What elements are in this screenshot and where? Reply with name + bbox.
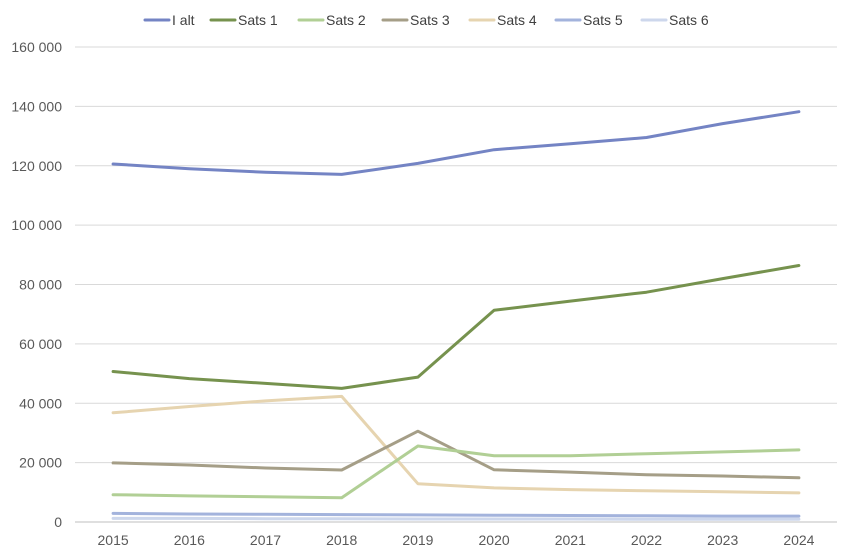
legend-item-sats-4: Sats 4 (468, 12, 537, 28)
series-line-sats-4 (111, 394, 801, 495)
x-tick-label: 2022 (631, 532, 662, 548)
y-tick-label: 80 000 (19, 277, 62, 293)
x-tick-label: 2021 (555, 532, 586, 548)
x-tick-label: 2019 (402, 532, 433, 548)
series-line-sats-1 (111, 264, 801, 390)
legend-item-sats-6: Sats 6 (640, 12, 709, 28)
series-lines (111, 110, 801, 521)
x-tick-label: 2024 (783, 532, 814, 548)
legend-label: Sats 6 (669, 12, 709, 28)
legend-item-sats-3: Sats 3 (381, 12, 450, 28)
y-tick-label: 120 000 (11, 158, 62, 174)
series-line-sats-2 (111, 444, 801, 500)
legend-label: Sats 1 (238, 12, 278, 28)
legend-label: Sats 2 (326, 12, 366, 28)
series-line-i-alt (111, 110, 801, 176)
series-line-sats-5 (111, 511, 801, 518)
y-tick-label: 100 000 (11, 217, 62, 233)
y-tick-label: 160 000 (11, 39, 62, 55)
legend-label: Sats 4 (497, 12, 537, 28)
y-tick-label: 0 (54, 514, 62, 530)
x-tick-label: 2016 (174, 532, 205, 548)
legend-label: I alt (172, 12, 195, 28)
y-axis-tick-labels: 0 20 000 40 000 60 000 80 000 100 000 120 000 1… (11, 39, 62, 530)
series-line-sats-6 (111, 516, 801, 521)
gridlines (75, 46, 837, 523)
legend-item-i-alt: I alt (143, 12, 195, 28)
series-line-sats-3 (111, 429, 801, 480)
x-tick-label: 2023 (707, 532, 738, 548)
x-tick-label: 2018 (326, 532, 357, 548)
x-tick-label: 2017 (250, 532, 281, 548)
y-tick-label: 140 000 (11, 98, 62, 114)
legend-item-sats-1: Sats 1 (209, 12, 278, 28)
y-tick-label: 60 000 (19, 336, 62, 352)
legend-label: Sats 5 (583, 12, 623, 28)
x-tick-label: 2020 (479, 532, 510, 548)
legend-item-sats-2: Sats 2 (297, 12, 366, 28)
y-tick-label: 40 000 (19, 395, 62, 411)
legend-label: Sats 3 (410, 12, 450, 28)
y-tick-label: 20 000 (19, 455, 62, 471)
x-tick-label: 2015 (98, 532, 129, 548)
x-axis-tick-labels: 2015 2016 2017 2018 2019 2020 2021 2022 2023 2024 (98, 532, 815, 548)
legend-item-sats-5: Sats 5 (554, 12, 623, 28)
legend: I alt Sats 1 Sats 2 Sats 3 Sats 4 Sats 5 Sats … (143, 12, 709, 28)
